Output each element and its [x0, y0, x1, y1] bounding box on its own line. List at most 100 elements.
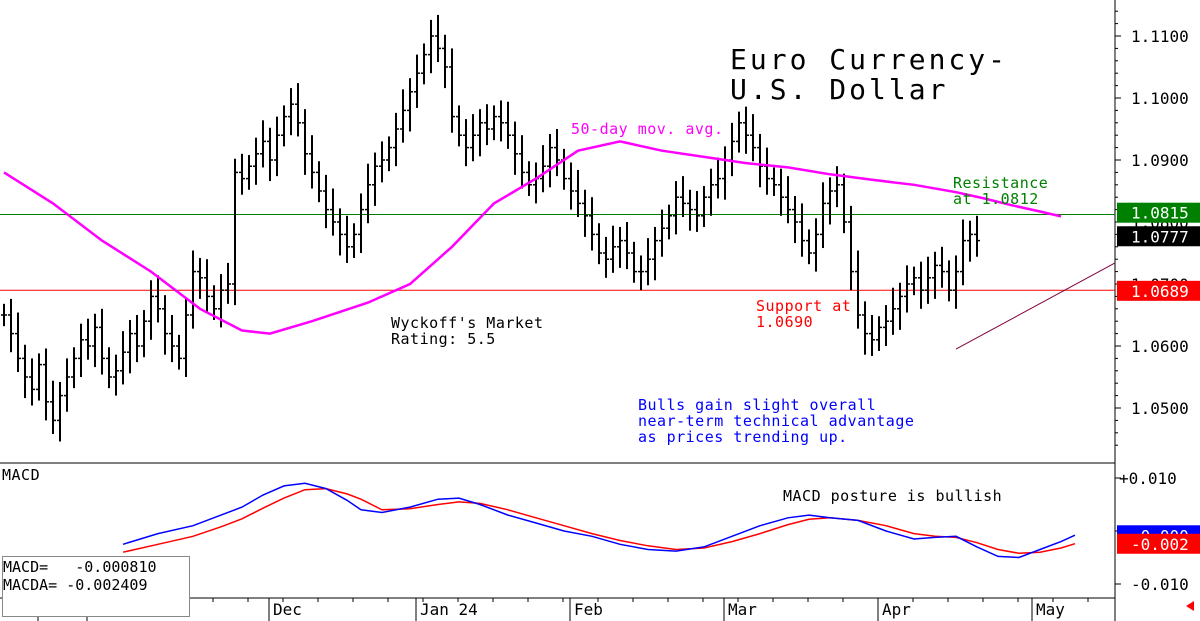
ohlc-bar: [778, 168, 784, 216]
price-tag-text: 1.0777: [1131, 227, 1189, 246]
ohlc-bar: [722, 146, 728, 200]
macd-readout-row: MACD= -0.000810: [3, 558, 189, 576]
ohlc-bar: [204, 259, 210, 313]
ohlc-bar: [673, 181, 679, 235]
ohlc-bar: [932, 251, 938, 299]
ohlc-bar: [400, 89, 406, 143]
date-tick-label: Mar: [728, 600, 757, 619]
ohlc-bar: [85, 318, 91, 360]
price-tick-label: 1.0900: [1131, 151, 1189, 170]
ohlc-bar: [316, 161, 322, 203]
ohlc-bar: [757, 133, 763, 188]
ohlc-bar: [29, 358, 35, 406]
ohlc-bar: [372, 152, 378, 206]
price-tag-box: [1117, 226, 1200, 247]
ohlc-bar: [911, 266, 917, 296]
ohlc-bar: [554, 129, 560, 177]
ohlc-bar: [540, 145, 546, 193]
resistance-line-1: Resistance: [953, 174, 1049, 192]
macd-readout: MACD= -0.000810 MACDA= -0.002409: [2, 556, 190, 617]
macd-note: MACD posture is bullish: [783, 487, 1003, 505]
ohlc-bar: [386, 136, 392, 172]
ohlc-bar: [407, 78, 413, 132]
ohlc-bar: [806, 229, 812, 265]
date-tick-label: Apr: [882, 600, 911, 619]
resistance-label: Resistance at 1.0812: [953, 175, 1048, 207]
bulls-line-3: as prices trending up.: [638, 428, 848, 446]
price-tag-box: [1117, 280, 1200, 301]
ohlc-bar: [442, 34, 448, 89]
ohlc-bar: [512, 121, 518, 175]
ohlc-bar: [855, 250, 861, 329]
price-tick-label: 1.0500: [1131, 399, 1189, 418]
ohlc-bar: [918, 261, 924, 309]
ohlc-bar: [344, 215, 350, 263]
ohlc-bar: [785, 176, 791, 224]
ohlc-bar: [120, 331, 126, 385]
price-bars: [1, 14, 980, 442]
ohlc-bar: [379, 141, 385, 183]
ohlc-bar: [155, 275, 161, 323]
rating-line-1: Wyckoff's Market: [391, 314, 544, 332]
bulls-note: Bulls gain slight overall near-term techn…: [638, 397, 914, 445]
ohlc-bar: [267, 127, 273, 182]
ohlc-bar: [295, 83, 301, 137]
ohlc-bar: [736, 111, 742, 153]
ohlc-bar: [141, 310, 147, 358]
ohlc-bar: [841, 173, 847, 234]
ohlc-bar: [57, 381, 63, 442]
title-line-2: U.S. Dollar: [730, 73, 949, 106]
ohlc-bar: [967, 220, 973, 262]
support-label: Support at 1.0690: [756, 298, 851, 330]
chart-title: Euro Currency- U.S. Dollar: [730, 45, 1008, 105]
ohlc-bar: [897, 282, 903, 330]
ohlc-bar: [519, 135, 525, 189]
ohlc-bar: [547, 133, 553, 188]
ohlc-bar: [288, 88, 294, 136]
ohlc-bar: [953, 255, 959, 309]
ohlc-bar: [729, 122, 735, 177]
macd-line: [122, 482, 1076, 559]
rating-line-2: Rating: 5.5: [391, 330, 496, 348]
ohlc-bar: [666, 204, 672, 240]
ohlc-bar: [176, 334, 182, 370]
ohlc-bar: [582, 189, 588, 237]
ohlc-bar: [638, 255, 644, 291]
ohlc-bar: [505, 101, 511, 149]
ohlc-bar: [960, 219, 966, 286]
ohlc-bar: [435, 14, 441, 63]
bulls-line-1: Bulls gain slight overall: [638, 396, 877, 414]
ohlc-bar: [50, 380, 56, 435]
macd-tag-box: [1117, 533, 1200, 554]
date-tick-label: May: [1036, 600, 1065, 619]
ohlc-bar: [869, 315, 875, 356]
macda-readout-row: MACDA= -0.002409: [3, 576, 189, 594]
ohlc-bar: [463, 119, 469, 167]
ohlc-bar: [561, 148, 567, 190]
ohlc-bar: [281, 105, 287, 147]
macd-tick-label: +0.010: [1119, 469, 1177, 488]
ohlc-bar: [876, 316, 882, 351]
price-tag: 1.0815: [1117, 202, 1200, 223]
ohlc-bar: [792, 195, 798, 244]
ohlc-bar: [232, 158, 238, 306]
ohlc-bar: [687, 189, 693, 231]
ohlc-bar: [253, 137, 259, 185]
ohlc-bar: [820, 182, 826, 249]
ohlc-bar: [78, 323, 84, 377]
ohlc-bar: [862, 301, 868, 355]
ohlc-bar: [890, 287, 896, 335]
ohlc-bar: [22, 344, 28, 399]
ohlc-bar: [596, 223, 602, 265]
ohlc-bar: [99, 308, 105, 375]
ohlc-bar: [491, 105, 497, 141]
ohlc-bar: [526, 161, 532, 196]
ohlc-bar: [337, 208, 343, 256]
ohlc-bar: [645, 238, 651, 286]
ohlc-bar: [610, 225, 616, 273]
ohlc-bar: [680, 176, 686, 218]
macda-readout-label: MACDA=: [3, 576, 58, 594]
ohlc-bar: [358, 193, 364, 253]
ohlc-bar: [36, 353, 42, 401]
rating-label: Wyckoff's Market Rating: 5.5: [391, 315, 544, 347]
